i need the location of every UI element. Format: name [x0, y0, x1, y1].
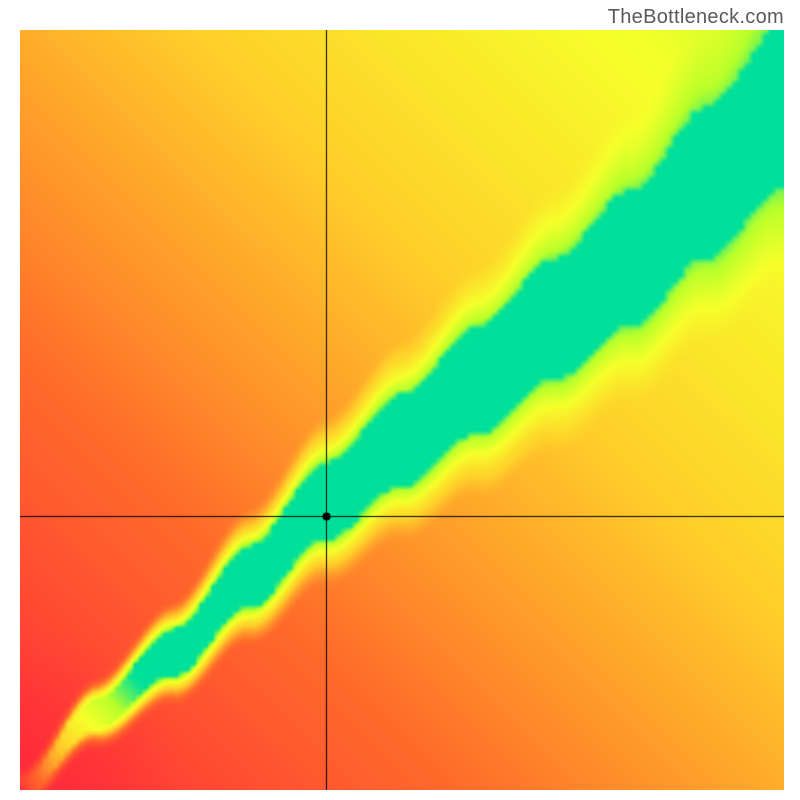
- watermark-label: TheBottleneck.com: [608, 6, 784, 29]
- bottleneck-heatmap: [20, 30, 784, 790]
- chart-container: TheBottleneck.com: [0, 0, 800, 800]
